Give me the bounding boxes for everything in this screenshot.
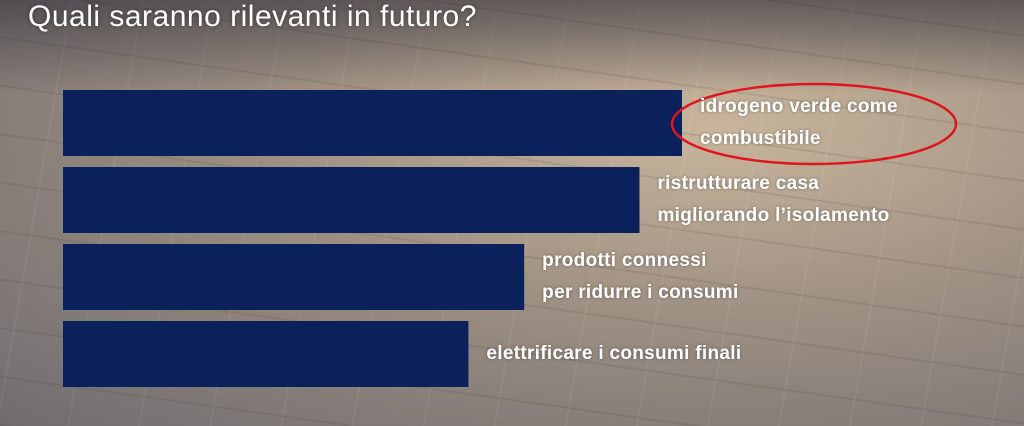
category-label: idrogeno verde come combustibile — [700, 96, 898, 149]
bar — [63, 244, 525, 310]
highlight-ellipse — [670, 82, 958, 166]
category-label: prodotti connessi per ridurre i consumi — [542, 250, 739, 303]
bar — [63, 321, 469, 387]
chart-title: Quali saranno rilevanti in futuro? — [28, 0, 477, 33]
category-label: elettrificare i consumi finali — [486, 343, 742, 364]
bar — [63, 167, 640, 233]
category-label: ristrutturare casa migliorando l’isolame… — [657, 173, 890, 226]
bar — [63, 90, 682, 156]
